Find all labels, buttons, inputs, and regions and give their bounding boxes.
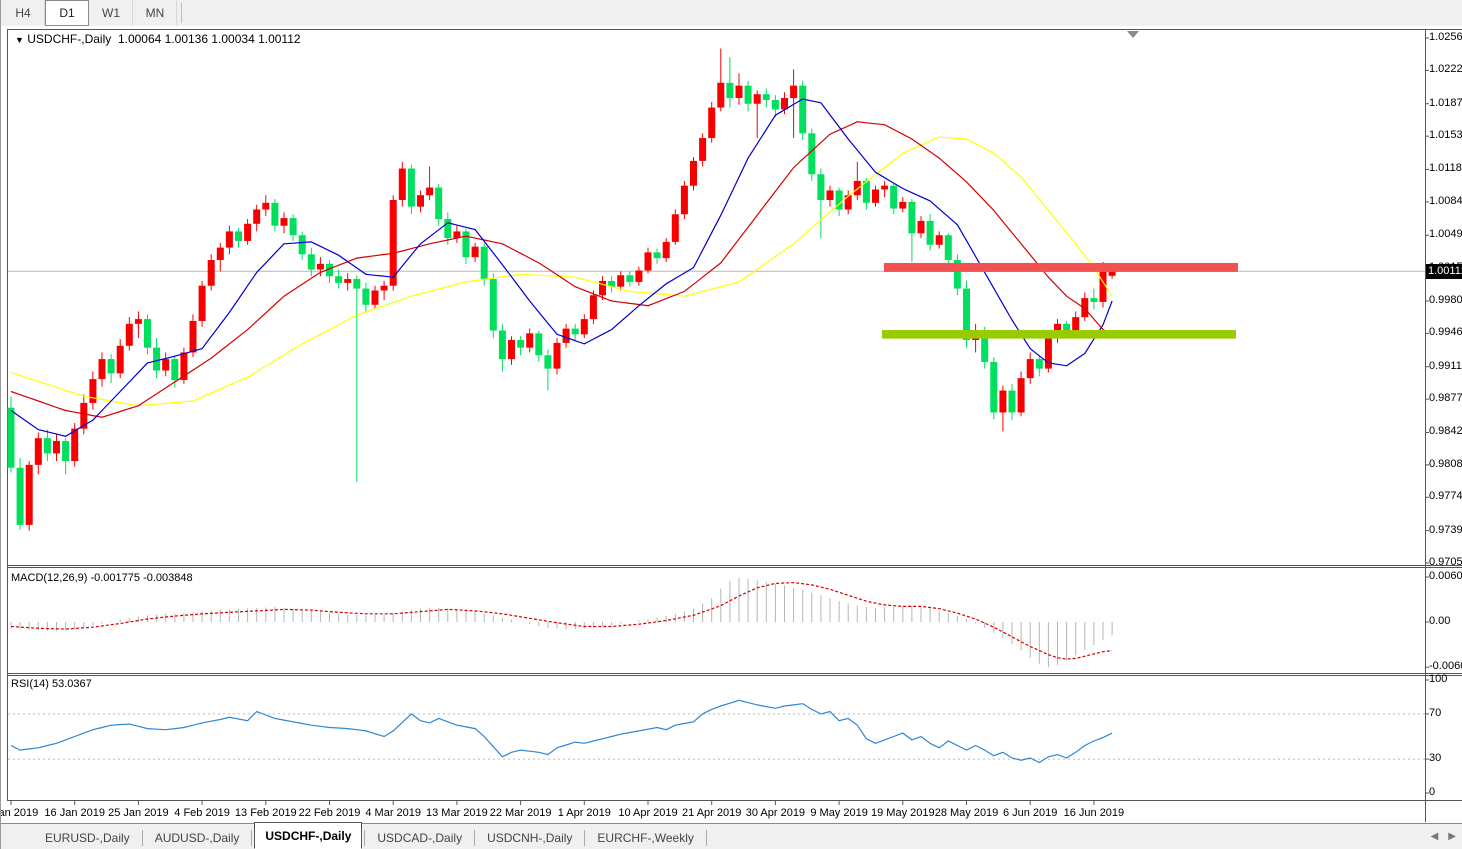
date-tick-label: 1 Apr 2019 <box>557 807 611 819</box>
date-tick-label: 10 Apr 2019 <box>618 807 678 819</box>
chart-tab-audusddaily[interactable]: AUDUSD-,Daily <box>154 831 240 845</box>
timeframe-button-h4[interactable]: H4 <box>1 0 45 26</box>
price-tick-label: 0.98770 <box>1429 392 1462 405</box>
date-tick-label: 13 Feb 2019 <box>234 807 297 819</box>
tab-separator <box>584 830 586 846</box>
rsi-line <box>10 699 1113 764</box>
tab-separator <box>364 830 366 846</box>
date-tick-label: 25 Jan 2019 <box>108 807 169 819</box>
chart-region[interactable]: ▼ USDCHF-,Daily 1.00064 1.00136 1.00034 … <box>1 26 1462 823</box>
timeframe-button-mn[interactable]: MN <box>133 0 177 26</box>
macd-histogram <box>10 577 1113 668</box>
ma-fast-line <box>10 98 1113 437</box>
date-tick-label: 22 Mar 2019 <box>489 807 552 819</box>
macd-tick-label: -0.006096 <box>1429 660 1462 673</box>
tab-scroll-controls: ◀ ▶ <box>1431 824 1456 849</box>
rsi-tick-label: 0 <box>1429 786 1436 798</box>
rsi-tick-label: 30 <box>1429 752 1442 765</box>
price-tick-label: 1.00840 <box>1429 194 1462 207</box>
date-tick-label: 7 Jan 2019 <box>1 807 39 819</box>
tab-list: EURUSD-,Daily AUDUSD-,Daily USDCHF-,Daily U… <box>35 822 709 849</box>
price-tick-label: 0.97390 <box>1429 523 1462 536</box>
price-tick-label: 1.01530 <box>1429 129 1462 142</box>
ma-slow-line <box>10 136 1113 407</box>
date-tick-label: 9 May 2019 <box>810 807 868 819</box>
price-tick-label: 1.00490 <box>1429 228 1462 241</box>
chart-tab-bar: EURUSD-,Daily AUDUSD-,Daily USDCHF-,Daily U… <box>1 822 1462 849</box>
tab-scroll-left-icon[interactable]: ◀ <box>1430 831 1439 842</box>
chart-symbol-label: USDCHF-,Daily <box>27 32 112 46</box>
tab-separator <box>474 830 476 846</box>
support-band[interactable] <box>882 330 1236 339</box>
resistance-band[interactable] <box>884 262 1238 272</box>
toolbar-separator <box>181 3 182 23</box>
macd-signal-line <box>10 581 1113 660</box>
date-tick-label: 6 Jun 2019 <box>1002 807 1058 819</box>
timeframe-toolbar: H4 D1 W1 MN <box>1 0 1462 27</box>
price-tick-label: 1.02220 <box>1429 63 1462 76</box>
macd-tick-label: 0.00 <box>1429 615 1451 627</box>
tab-scroll-right-icon[interactable]: ▶ <box>1448 831 1456 842</box>
chart-tab-usdcnhdaily[interactable]: USDCNH-,Daily <box>487 831 573 845</box>
price-tick-label: 0.97050 <box>1429 556 1462 568</box>
tab-separator <box>251 830 253 846</box>
date-tick-label: 4 Mar 2019 <box>365 807 422 819</box>
rsi-indicator-label: RSI(14) 53.0367 <box>11 678 92 690</box>
date-tick-label: 21 Apr 2019 <box>682 807 742 819</box>
date-tick-label: 13 Mar 2019 <box>426 807 488 819</box>
tab-separator <box>705 830 707 846</box>
chart-tab-usdchfdaily[interactable]: USDCHF-,Daily <box>254 822 363 849</box>
price-tick-label: 0.97740 <box>1429 490 1462 503</box>
tab-separator <box>141 830 143 846</box>
chart-title: ▼ USDCHF-,Daily 1.00064 1.00136 1.00034 … <box>15 32 301 46</box>
macd-tick-label: 0.006058 <box>1429 570 1462 582</box>
chart-shift-marker-icon[interactable] <box>1127 31 1139 38</box>
date-tick-label: 16 Jun 2019 <box>1063 807 1125 819</box>
price-tick-label: 0.98080 <box>1429 457 1462 470</box>
chart-tab-eurchfweekly[interactable]: EURCHF-,Weekly <box>597 831 694 845</box>
date-tick-label: 4 Feb 2019 <box>174 807 230 819</box>
date-tick-label: 22 Feb 2019 <box>298 807 361 819</box>
date-tick-label: 28 May 2019 <box>934 807 999 819</box>
ma-mid-line <box>10 121 1113 418</box>
price-tick-label: 1.01180 <box>1429 162 1462 175</box>
chart-canvas[interactable] <box>1 29 1462 823</box>
price-tick-label: 1.01870 <box>1429 96 1462 109</box>
rsi-tick-label: 100 <box>1429 673 1448 685</box>
chart-ohlc-values: 1.00064 1.00136 1.00034 1.00112 <box>117 32 301 46</box>
rsi-tick-label: 70 <box>1429 706 1442 719</box>
date-tick-label: 16 Jan 2019 <box>44 807 105 819</box>
timeframe-button-d1[interactable]: D1 <box>45 0 89 26</box>
tab-bar-spacer <box>1 824 35 849</box>
date-tick-label: 30 Apr 2019 <box>745 807 806 819</box>
date-tick-label: 19 May 2019 <box>870 807 935 819</box>
macd-indicator-label: MACD(12,26,9) -0.001775 -0.003848 <box>11 572 193 584</box>
price-tick-label: 0.98420 <box>1429 425 1462 438</box>
price-tick-label: 0.99460 <box>1429 326 1462 339</box>
chart-tab-usdcaddaily[interactable]: USDCAD-,Daily <box>377 831 463 845</box>
chart-tab-eurusddaily[interactable]: EURUSD-,Daily <box>45 831 130 845</box>
current-price-badge: 1.00112 <box>1426 264 1462 280</box>
price-tick-label: 1.02560 <box>1429 31 1462 43</box>
candles-layer <box>7 48 1116 531</box>
timeframe-button-w1[interactable]: W1 <box>89 0 133 26</box>
price-tick-label: 0.99800 <box>1429 293 1462 306</box>
collapse-triangle-icon[interactable]: ▼ <box>15 35 24 45</box>
